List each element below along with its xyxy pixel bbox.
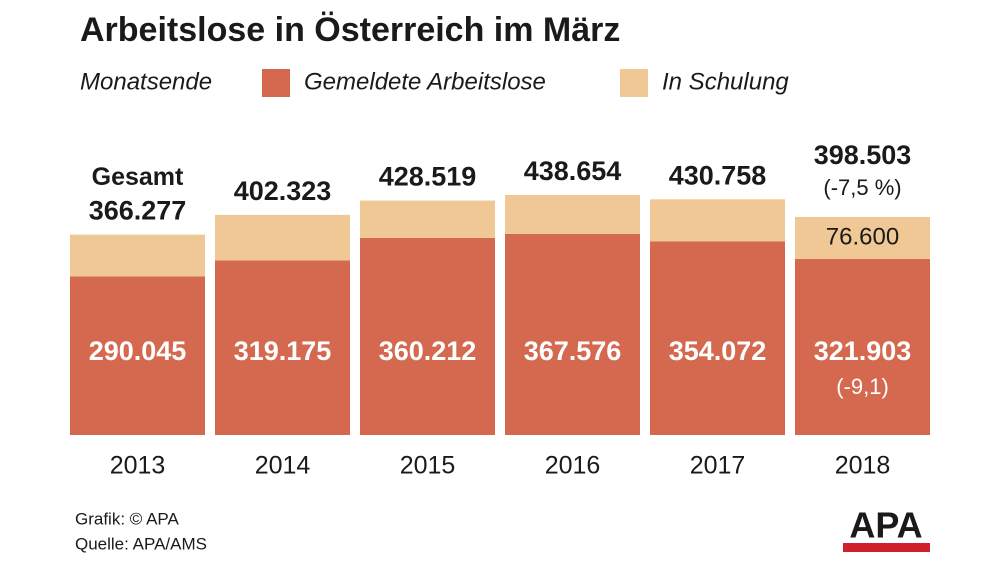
change-label: (-9,1) <box>836 374 889 399</box>
x-tick-label: 2017 <box>690 452 746 480</box>
logo-bar <box>843 543 930 552</box>
x-tick-label: 2016 <box>545 452 601 480</box>
total-caption: Gesamt <box>92 163 184 191</box>
value-label: 321.903 <box>814 336 912 366</box>
bar-segment <box>215 260 350 435</box>
legend-swatch <box>620 69 648 97</box>
logo: APA <box>849 505 922 546</box>
total-change-label: (-7,5 %) <box>823 175 901 200</box>
bar-segment <box>650 199 785 242</box>
total-label: 430.758 <box>669 160 767 190</box>
value-label: 367.576 <box>524 336 622 366</box>
value-label: 290.045 <box>89 336 187 366</box>
legend-swatch <box>262 69 290 97</box>
value-label: 360.212 <box>379 336 477 366</box>
x-tick-label: 2013 <box>110 452 166 480</box>
bar-segment <box>360 237 495 435</box>
x-tick-label: 2018 <box>835 452 891 480</box>
credit: Grafik: © APA <box>75 509 180 528</box>
bar-segment <box>70 276 205 435</box>
total-label: 428.519 <box>379 162 477 192</box>
credit: Quelle: APA/AMS <box>75 534 207 553</box>
bar-segment <box>505 233 640 435</box>
bar-segment <box>795 216 930 259</box>
chart-title: Arbeitslose in Österreich im März <box>80 11 620 49</box>
bar-segment <box>70 234 205 277</box>
value-label: 76.600 <box>826 223 899 250</box>
bar-segment <box>505 195 640 234</box>
bar-segment <box>215 214 350 261</box>
total-label: 366.277 <box>89 196 187 226</box>
value-label: 319.175 <box>234 336 332 366</box>
bar-segment <box>360 200 495 238</box>
total-label: 398.503 <box>814 140 912 170</box>
x-tick-label: 2014 <box>255 452 311 480</box>
legend-label: Gemeldete Arbeitslose <box>304 68 546 95</box>
total-label: 402.323 <box>234 176 332 206</box>
bar-segment <box>795 258 930 435</box>
x-tick-label: 2015 <box>400 452 456 480</box>
bar-segment <box>650 241 785 435</box>
legend-prefix: Monatsende <box>80 68 212 95</box>
total-label: 438.654 <box>524 156 622 186</box>
value-label: 354.072 <box>669 336 767 366</box>
legend-label: In Schulung <box>662 68 789 95</box>
